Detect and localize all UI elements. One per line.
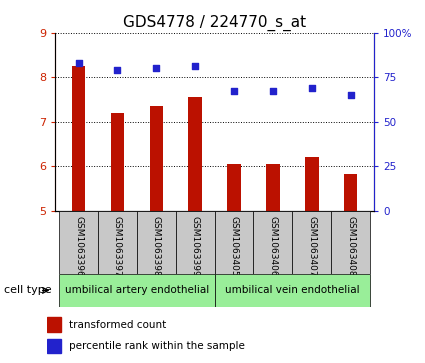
Point [153,65,160,71]
Bar [215,274,370,307]
Bar [72,66,85,211]
Text: cell type: cell type [4,285,52,295]
Bar [188,97,202,211]
Bar [137,211,176,274]
Bar [292,211,331,274]
Bar [305,157,319,211]
Bar [215,211,253,274]
Bar [344,174,357,211]
Bar [150,106,163,211]
Title: GDS4778 / 224770_s_at: GDS4778 / 224770_s_at [123,15,306,31]
Text: GSM1063407: GSM1063407 [307,216,316,276]
Bar [227,164,241,211]
Bar [59,211,98,274]
Text: percentile rank within the sample: percentile rank within the sample [69,341,245,351]
Text: GSM1063406: GSM1063406 [269,216,278,276]
Point [231,89,238,94]
Text: umbilical vein endothelial: umbilical vein endothelial [225,285,360,295]
Bar [176,211,215,274]
Bar [47,317,61,332]
Text: transformed count: transformed count [69,319,166,330]
Text: umbilical artery endothelial: umbilical artery endothelial [65,285,209,295]
Point [347,92,354,98]
Point [75,60,82,66]
Bar [98,211,137,274]
Text: GSM1063396: GSM1063396 [74,216,83,276]
Bar [266,164,280,211]
Point [114,67,121,73]
Bar [110,113,124,211]
Text: GSM1063399: GSM1063399 [191,216,200,276]
Point [269,89,276,94]
Bar [47,339,61,353]
Bar [331,211,370,274]
Point [192,64,198,69]
Text: GSM1063398: GSM1063398 [152,216,161,276]
Bar [59,274,215,307]
Text: GSM1063405: GSM1063405 [230,216,238,276]
Point [309,85,315,91]
Text: GSM1063408: GSM1063408 [346,216,355,276]
Bar [253,211,292,274]
Text: GSM1063397: GSM1063397 [113,216,122,276]
